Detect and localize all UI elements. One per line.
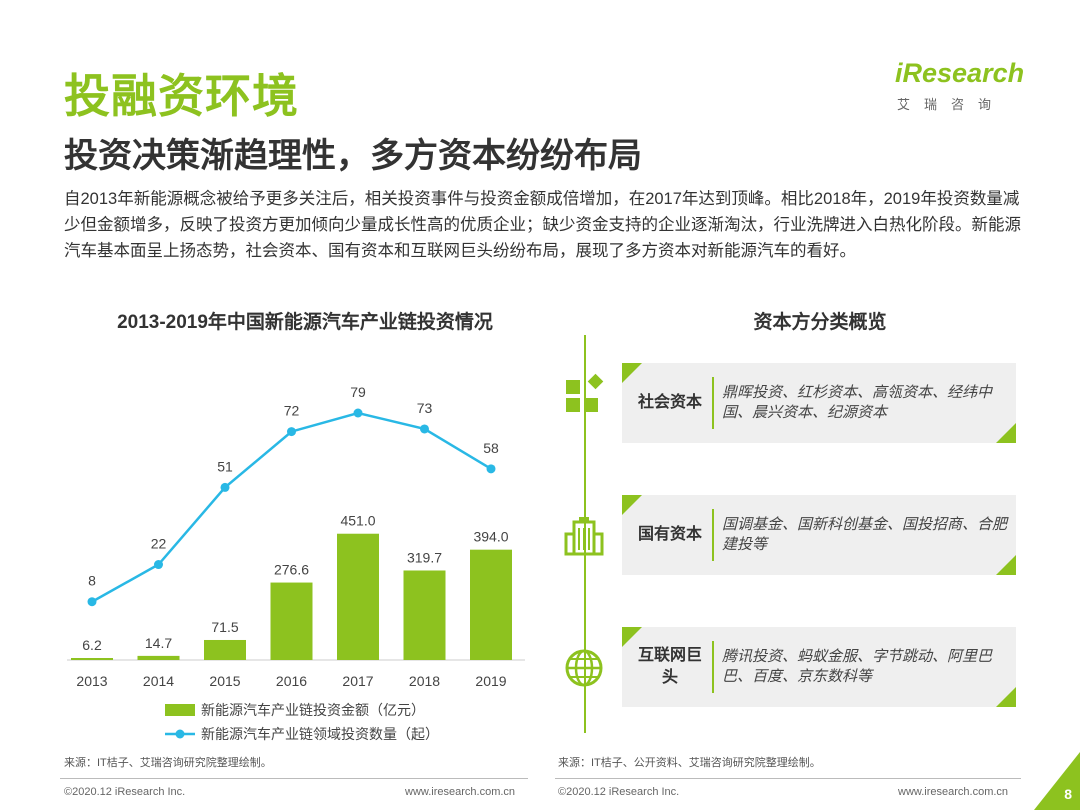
x-tick-label: 2017: [342, 673, 373, 689]
source-note-right: 来源：IT桔子、公开资料、艾瑞咨询研究院整理绘制。: [558, 757, 821, 769]
website-link-left[interactable]: www.iresearch.com.cn: [405, 786, 516, 798]
x-tick-label: 2013: [76, 673, 107, 689]
bar-investment-amount: [71, 658, 113, 660]
line-data-label: 51: [217, 458, 233, 474]
bar-data-label: 451.0: [340, 513, 375, 529]
card-corner-accent: [622, 495, 642, 515]
investment-chart: 6.2 2013 14.7 2014 71.5 2015 276.6 2016 451.0 201…: [67, 384, 525, 742]
x-tick-label: 2015: [209, 673, 240, 689]
bar-data-label: 14.7: [145, 635, 172, 651]
line-data-label: 72: [284, 403, 300, 419]
bar-investment-amount: [137, 655, 180, 660]
bar-data-label: 71.5: [211, 619, 238, 635]
line-data-label: 58: [483, 440, 499, 456]
line-point: [420, 424, 429, 434]
globe-icon: [565, 649, 603, 687]
x-tick-label: 2019: [475, 673, 506, 689]
legend-line-marker: [175, 729, 185, 739]
line-point: [220, 482, 230, 492]
card-divider: [712, 509, 714, 561]
card-corner-accent: [996, 423, 1016, 443]
bar-investment-amount: [403, 570, 446, 660]
logo-sub: 艾瑞咨询: [897, 97, 1006, 112]
footer-divider-right: [555, 778, 1021, 779]
page-number: 8: [1064, 786, 1072, 802]
building-icon: [564, 517, 604, 556]
capital-investors: 鼎晖投资、红杉资本、高瓴资本、经纬中国、晨兴资本、纪源资本: [722, 384, 993, 421]
copyright-right: ©2020.12 iResearch Inc.: [558, 786, 680, 798]
line-point: [353, 408, 363, 418]
iresearch-logo: iResearch 艾瑞咨询: [895, 58, 1035, 120]
chart-title: 2013-2019年中国新能源汽车产业链投资情况: [117, 312, 493, 333]
bar-investment-amount: [270, 582, 313, 660]
capital-category: 国有资本: [638, 526, 703, 543]
page-number-corner: [1034, 752, 1080, 810]
bar-data-label: 6.2: [82, 637, 102, 653]
legend-line-label: 新能源汽车产业链领域投资数量（起）: [201, 726, 439, 742]
bar-investment-amount: [204, 639, 246, 660]
footer-divider-left: [60, 778, 528, 779]
line-data-label: 79: [350, 384, 366, 400]
page-title: 投融资环境: [64, 70, 299, 122]
capital-card-state: 国有资本 国调基金、国新科创基金、国投招商、合肥建投等: [622, 495, 1016, 575]
capital-category: 社会资本: [638, 394, 703, 411]
line-data-label: 73: [417, 400, 433, 416]
source-note-left: 来源：IT桔子、艾瑞咨询研究院整理绘制。: [64, 757, 272, 769]
bar-data-label: 394.0: [473, 529, 508, 545]
page-subtitle: 投资决策渐趋理性，多方资本纷纷布局: [64, 137, 642, 175]
legend-bar-swatch: [165, 704, 195, 716]
line-data-label: 22: [151, 536, 167, 552]
intro-paragraph: 自2013年新能源概念被给予更多关注后，相关投资事件与投资金额成倍增加，在201…: [64, 190, 1021, 260]
line-point: [287, 427, 296, 437]
line-point: [486, 464, 496, 474]
card-corner-accent: [996, 555, 1016, 575]
capital-card-social: 社会资本 鼎晖投资、红杉资本、高瓴资本、经纬中国、晨兴资本、纪源资本: [622, 363, 1016, 443]
bar-investment-amount: [470, 549, 512, 660]
capital-investors: 腾讯投资、蚂蚁金服、字节跳动、阿里巴巴、百度、京东数科等: [722, 648, 993, 685]
capital-card-internet: 互联网巨头 腾讯投资、蚂蚁金服、字节跳动、阿里巴巴、百度、京东数科等: [622, 627, 1016, 707]
card-corner-accent: [622, 627, 642, 647]
logo-brand: iResearch: [895, 58, 1025, 88]
capital-category: 互联网巨头: [638, 647, 703, 686]
website-link-right[interactable]: www.iresearch.com.cn: [898, 786, 1009, 798]
card-divider: [712, 641, 714, 693]
x-tick-label: 2018: [409, 673, 440, 689]
capital-investors: 国调基金、国新科创基金、国投招商、合肥建投等: [722, 516, 1008, 553]
bar-data-label: 319.7: [407, 549, 442, 565]
bar-data-label: 276.6: [274, 562, 309, 578]
bar-investment-amount: [337, 533, 379, 660]
card-corner-accent: [996, 687, 1016, 707]
line-data-label: 8: [88, 573, 96, 589]
capital-panel-title: 资本方分类概览: [753, 312, 887, 333]
line-point: [87, 597, 97, 607]
x-tick-label: 2014: [143, 673, 174, 689]
card-divider: [712, 377, 714, 429]
legend-bar-label: 新能源汽车产业链投资金额（亿元）: [201, 702, 425, 718]
line-point: [154, 560, 163, 570]
copyright-left: ©2020.12 iResearch Inc.: [64, 786, 186, 798]
x-tick-label: 2016: [276, 673, 307, 689]
blocks-icon: [566, 373, 604, 412]
card-corner-accent: [622, 363, 642, 383]
